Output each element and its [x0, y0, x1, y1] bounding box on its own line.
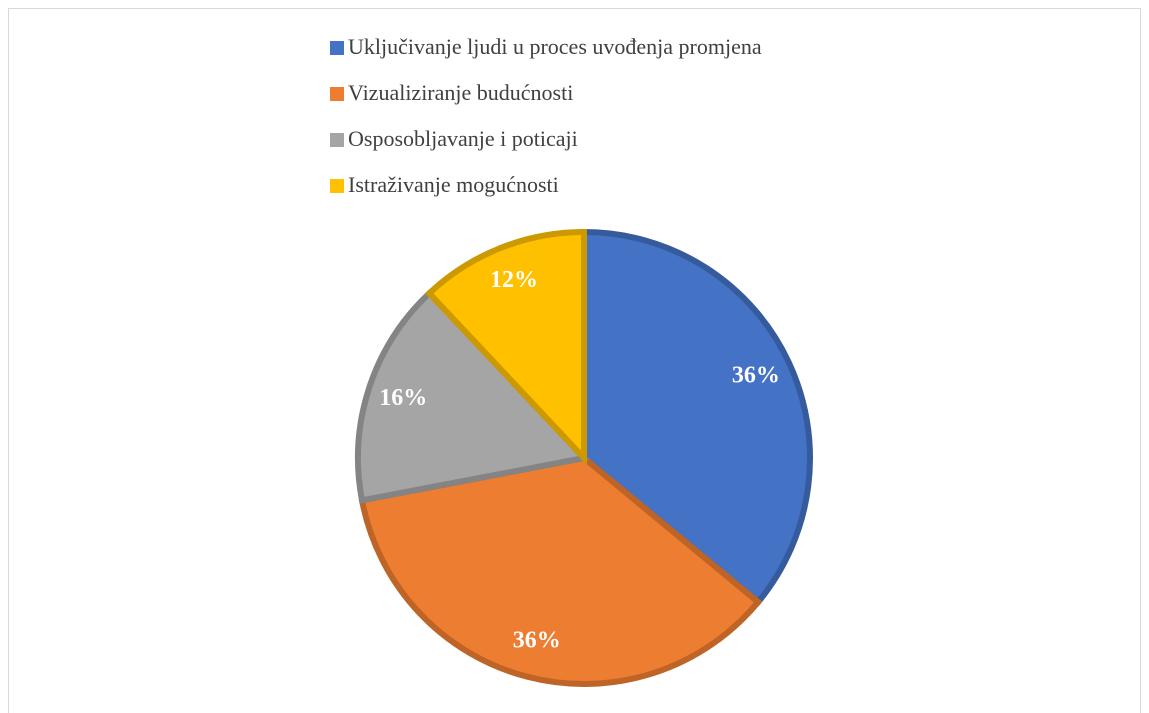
legend-swatch	[330, 41, 344, 55]
pie: 36% 36% 16% 12%	[355, 228, 813, 687]
legend-swatch	[330, 133, 344, 147]
data-label: 36%	[732, 363, 780, 389]
data-label: 16%	[379, 385, 427, 411]
pie-slice	[358, 454, 763, 687]
pie-slice	[581, 228, 813, 607]
legend-swatch	[330, 87, 344, 101]
legend-label: Osposobljavanje i poticaji	[348, 126, 578, 151]
pie-slice	[355, 289, 590, 504]
data-label: 36%	[513, 628, 561, 654]
legend-label: Vizualiziranje budućnosti	[348, 80, 573, 105]
legend-label: Uključivanje ljudi u proces uvođenja pro…	[348, 34, 762, 59]
legend-label: Istraživanje mogućnosti	[348, 172, 559, 197]
legend-swatch	[330, 179, 344, 193]
data-label: 12%	[490, 267, 538, 293]
legend: Uključivanje ljudi u proces uvođenja pro…	[330, 34, 762, 197]
pie-slice	[425, 228, 587, 466]
